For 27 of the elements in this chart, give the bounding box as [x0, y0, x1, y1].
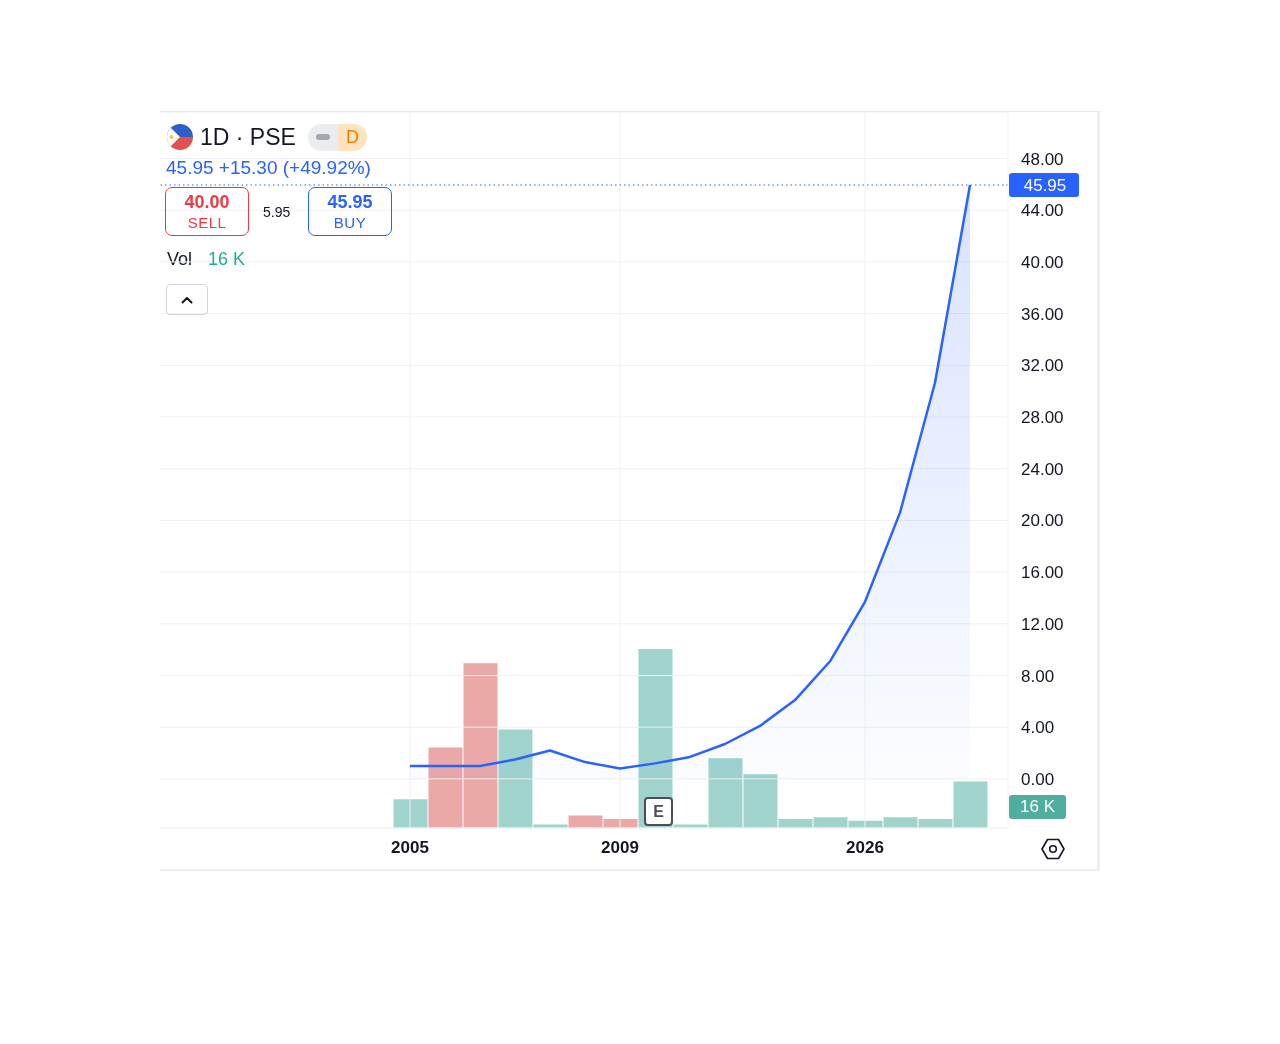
y-tick-label: 44.00 — [1021, 201, 1064, 221]
y-tick-label: 0.00 — [1021, 769, 1055, 789]
y-tick-label: 12.00 — [1021, 614, 1064, 634]
sell-button: 40.00 SELL — [165, 187, 249, 236]
y-tick-label: 40.00 — [1021, 252, 1064, 272]
y-tick-label: 4.00 — [1021, 718, 1055, 738]
text: 16 K — [1009, 795, 1066, 819]
y-tick-label: 48.00 — [1021, 149, 1064, 169]
y-tick-label: 16.00 — [1021, 563, 1064, 583]
text: 5.95 — [263, 204, 291, 220]
x-tick-label: 2005 — [391, 838, 429, 858]
x-tick-label: 2026 — [846, 838, 884, 858]
y-tick-label: 8.00 — [1021, 666, 1055, 686]
y-tick-label: 32.00 — [1021, 356, 1064, 376]
buy-button: 45.95 BUY — [308, 187, 392, 236]
y-tick-label: 36.00 — [1021, 304, 1064, 324]
text: 45.95 +15.30 (+49.92%) — [166, 157, 371, 179]
x-tick-label: 2009 — [601, 838, 639, 858]
bar — [393, 799, 428, 828]
ref-line-label: 45.95 — [1023, 175, 1067, 195]
text: 1D · PSE — [200, 123, 296, 151]
y-tick-label: 28.00 — [1021, 408, 1064, 428]
y-tick-label: 24.00 — [1021, 459, 1064, 479]
text: Vol — [167, 249, 193, 270]
annotation: E — [644, 797, 673, 826]
text: 16 K — [208, 249, 246, 270]
y-tick-label: 20.00 — [1021, 511, 1064, 531]
